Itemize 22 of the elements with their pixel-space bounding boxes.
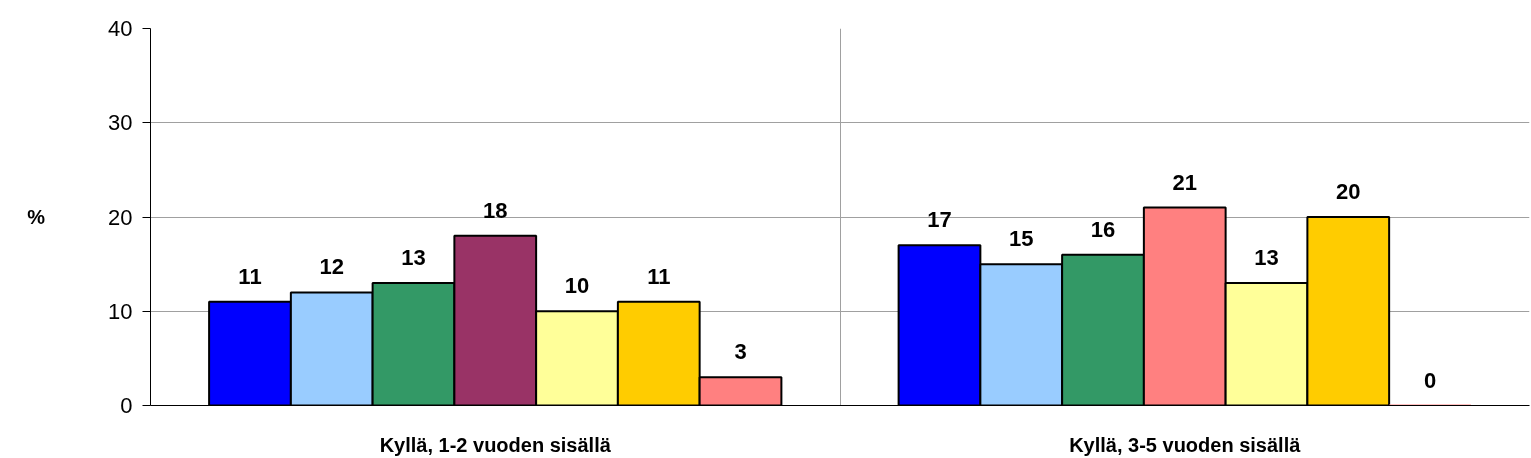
data-label: 20 — [1336, 179, 1361, 204]
data-label: 13 — [401, 244, 426, 270]
y-tick-label: 10 — [108, 298, 133, 324]
data-label: 15 — [1009, 226, 1034, 252]
data-label: 12 — [319, 254, 344, 280]
y-tick-label: 0 — [120, 393, 133, 418]
y-tick-label: 20 — [108, 204, 133, 230]
y-tick-label: 40 — [108, 16, 133, 41]
x-tick-label: Kyllä, 3-5 vuoden sisällä — [1069, 433, 1302, 456]
y-axis-title: % — [27, 206, 46, 228]
x-tick-label: Kyllä, 1-2 vuoden sisällä — [379, 433, 612, 456]
data-label: 21 — [1172, 169, 1197, 195]
data-label: 17 — [927, 207, 952, 233]
data-label: 18 — [483, 197, 508, 223]
data-label: 3 — [734, 339, 747, 365]
data-label: 10 — [564, 273, 590, 299]
data-label: 11 — [238, 263, 262, 289]
y-tick-label: 30 — [108, 110, 133, 136]
data-label: 16 — [1090, 216, 1116, 242]
data-label: 0 — [1423, 367, 1437, 393]
data-label: 13 — [1254, 244, 1279, 270]
data-label: 11 — [647, 263, 671, 289]
